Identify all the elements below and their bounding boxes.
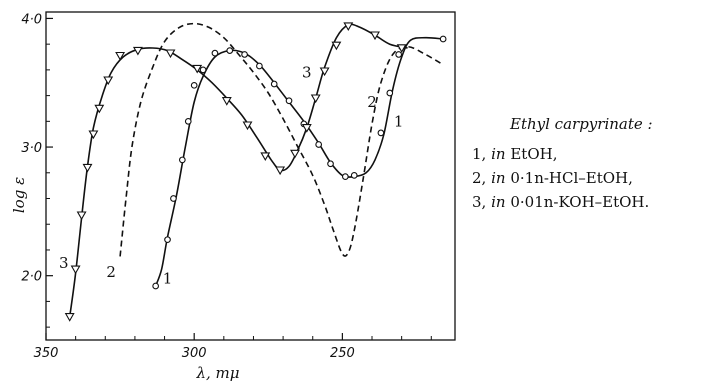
data-point-series-1 — [199, 66, 207, 74]
legend-item-1: 1, in EtOH, — [472, 142, 653, 166]
data-point-series-3 — [132, 46, 143, 56]
data-point-series-1 — [211, 49, 219, 57]
data-point-series-1 — [178, 156, 186, 164]
data-point-series-3 — [165, 49, 176, 59]
curve-label-2: 2 — [106, 263, 116, 281]
curve-label-3-upper: 3 — [302, 63, 312, 81]
data-point-series-1 — [184, 117, 192, 125]
x-tick-label: 250 — [330, 346, 355, 361]
data-point-series-1 — [377, 129, 385, 137]
data-point-series-3 — [319, 67, 330, 77]
y-tick-label: 2·0 — [21, 270, 42, 285]
data-point-series-3 — [94, 104, 105, 114]
data-point-series-3 — [275, 166, 286, 176]
data-point-series-1 — [341, 173, 349, 180]
data-point-series-3 — [64, 313, 75, 322]
data-point-series-1 — [327, 160, 334, 168]
data-point-series-1 — [285, 97, 293, 105]
data-point-series-3 — [76, 211, 87, 221]
data-point-series-3 — [192, 64, 203, 74]
data-point-series-3 — [70, 265, 81, 275]
legend-item-number: 1, — [472, 145, 487, 163]
legend-item-3: 3, in 0·01n-KOH–EtOH. — [472, 190, 653, 214]
plot-frame — [45, 11, 456, 341]
legend-item-text: EtOH, — [510, 145, 558, 163]
y-axis-label: log ε — [10, 177, 28, 213]
series-lines — [68, 22, 444, 317]
series-markers — [64, 22, 447, 322]
data-point-series-1 — [241, 51, 248, 58]
data-point-series-3 — [290, 149, 300, 159]
data-point-series-3 — [301, 124, 312, 133]
legend-item-2: 2, in 0·1n-HCl–EtOH, — [472, 166, 653, 190]
y-tick-label: 4·0 — [21, 12, 42, 27]
curve-label-2-upper: 2 — [367, 93, 377, 111]
legend-item-in: in — [491, 145, 506, 163]
curve-label-3: 3 — [59, 254, 69, 272]
data-point-series-3 — [115, 51, 126, 61]
y-tick-label: 3·0 — [21, 141, 42, 156]
data-point-series-3 — [103, 76, 114, 86]
data-point-series-1 — [386, 89, 394, 97]
data-point-series-3 — [260, 152, 271, 162]
data-point-series-1 — [315, 141, 323, 148]
plot-area — [45, 11, 456, 341]
data-point-series-1 — [439, 35, 447, 43]
series-line-2 — [119, 22, 444, 257]
data-point-series-1 — [256, 62, 263, 70]
legend: Ethyl carpyrinate : 1, in EtOH, 2, in 0·… — [472, 112, 653, 214]
data-point-series-1 — [350, 172, 358, 179]
legend-item-number: 3, — [472, 193, 487, 211]
data-point-series-1 — [395, 51, 403, 58]
data-point-series-3 — [370, 31, 380, 41]
data-point-series-1 — [152, 282, 160, 290]
data-point-series-3 — [221, 97, 232, 106]
data-point-series-1 — [164, 236, 171, 244]
series-line-1 — [154, 36, 444, 287]
legend-item-in: in — [491, 193, 506, 211]
legend-item-number: 2, — [472, 169, 487, 187]
data-point-series-1 — [170, 195, 177, 202]
data-point-series-3 — [242, 121, 253, 131]
legend-title: Ethyl carpyrinate : — [510, 115, 653, 133]
data-point-series-1 — [190, 81, 198, 89]
curve-label-1-upper: 1 — [394, 112, 404, 130]
data-point-series-3 — [310, 94, 321, 104]
legend-item-text: 0·1n-HCl–EtOH, — [510, 169, 633, 187]
data-point-series-3 — [343, 22, 354, 32]
x-tick-label: 300 — [182, 346, 207, 361]
data-point-series-1 — [226, 47, 234, 54]
data-point-series-3 — [396, 44, 407, 53]
curve-label-1: 1 — [163, 269, 173, 287]
series-line-3 — [68, 23, 408, 317]
x-tick-label: 350 — [34, 346, 59, 361]
x-axis-label: λ, mμ — [195, 364, 239, 381]
data-point-series-3 — [331, 41, 342, 51]
data-point-series-3 — [88, 130, 99, 140]
axis-ticks: 350 300 250 2·0 3·0 4·0 — [21, 12, 432, 361]
data-point-series-1 — [270, 80, 278, 88]
legend-item-text: 0·01n-KOH–EtOH. — [510, 193, 650, 211]
legend-item-in: in — [491, 169, 506, 187]
data-point-series-3 — [82, 163, 93, 173]
